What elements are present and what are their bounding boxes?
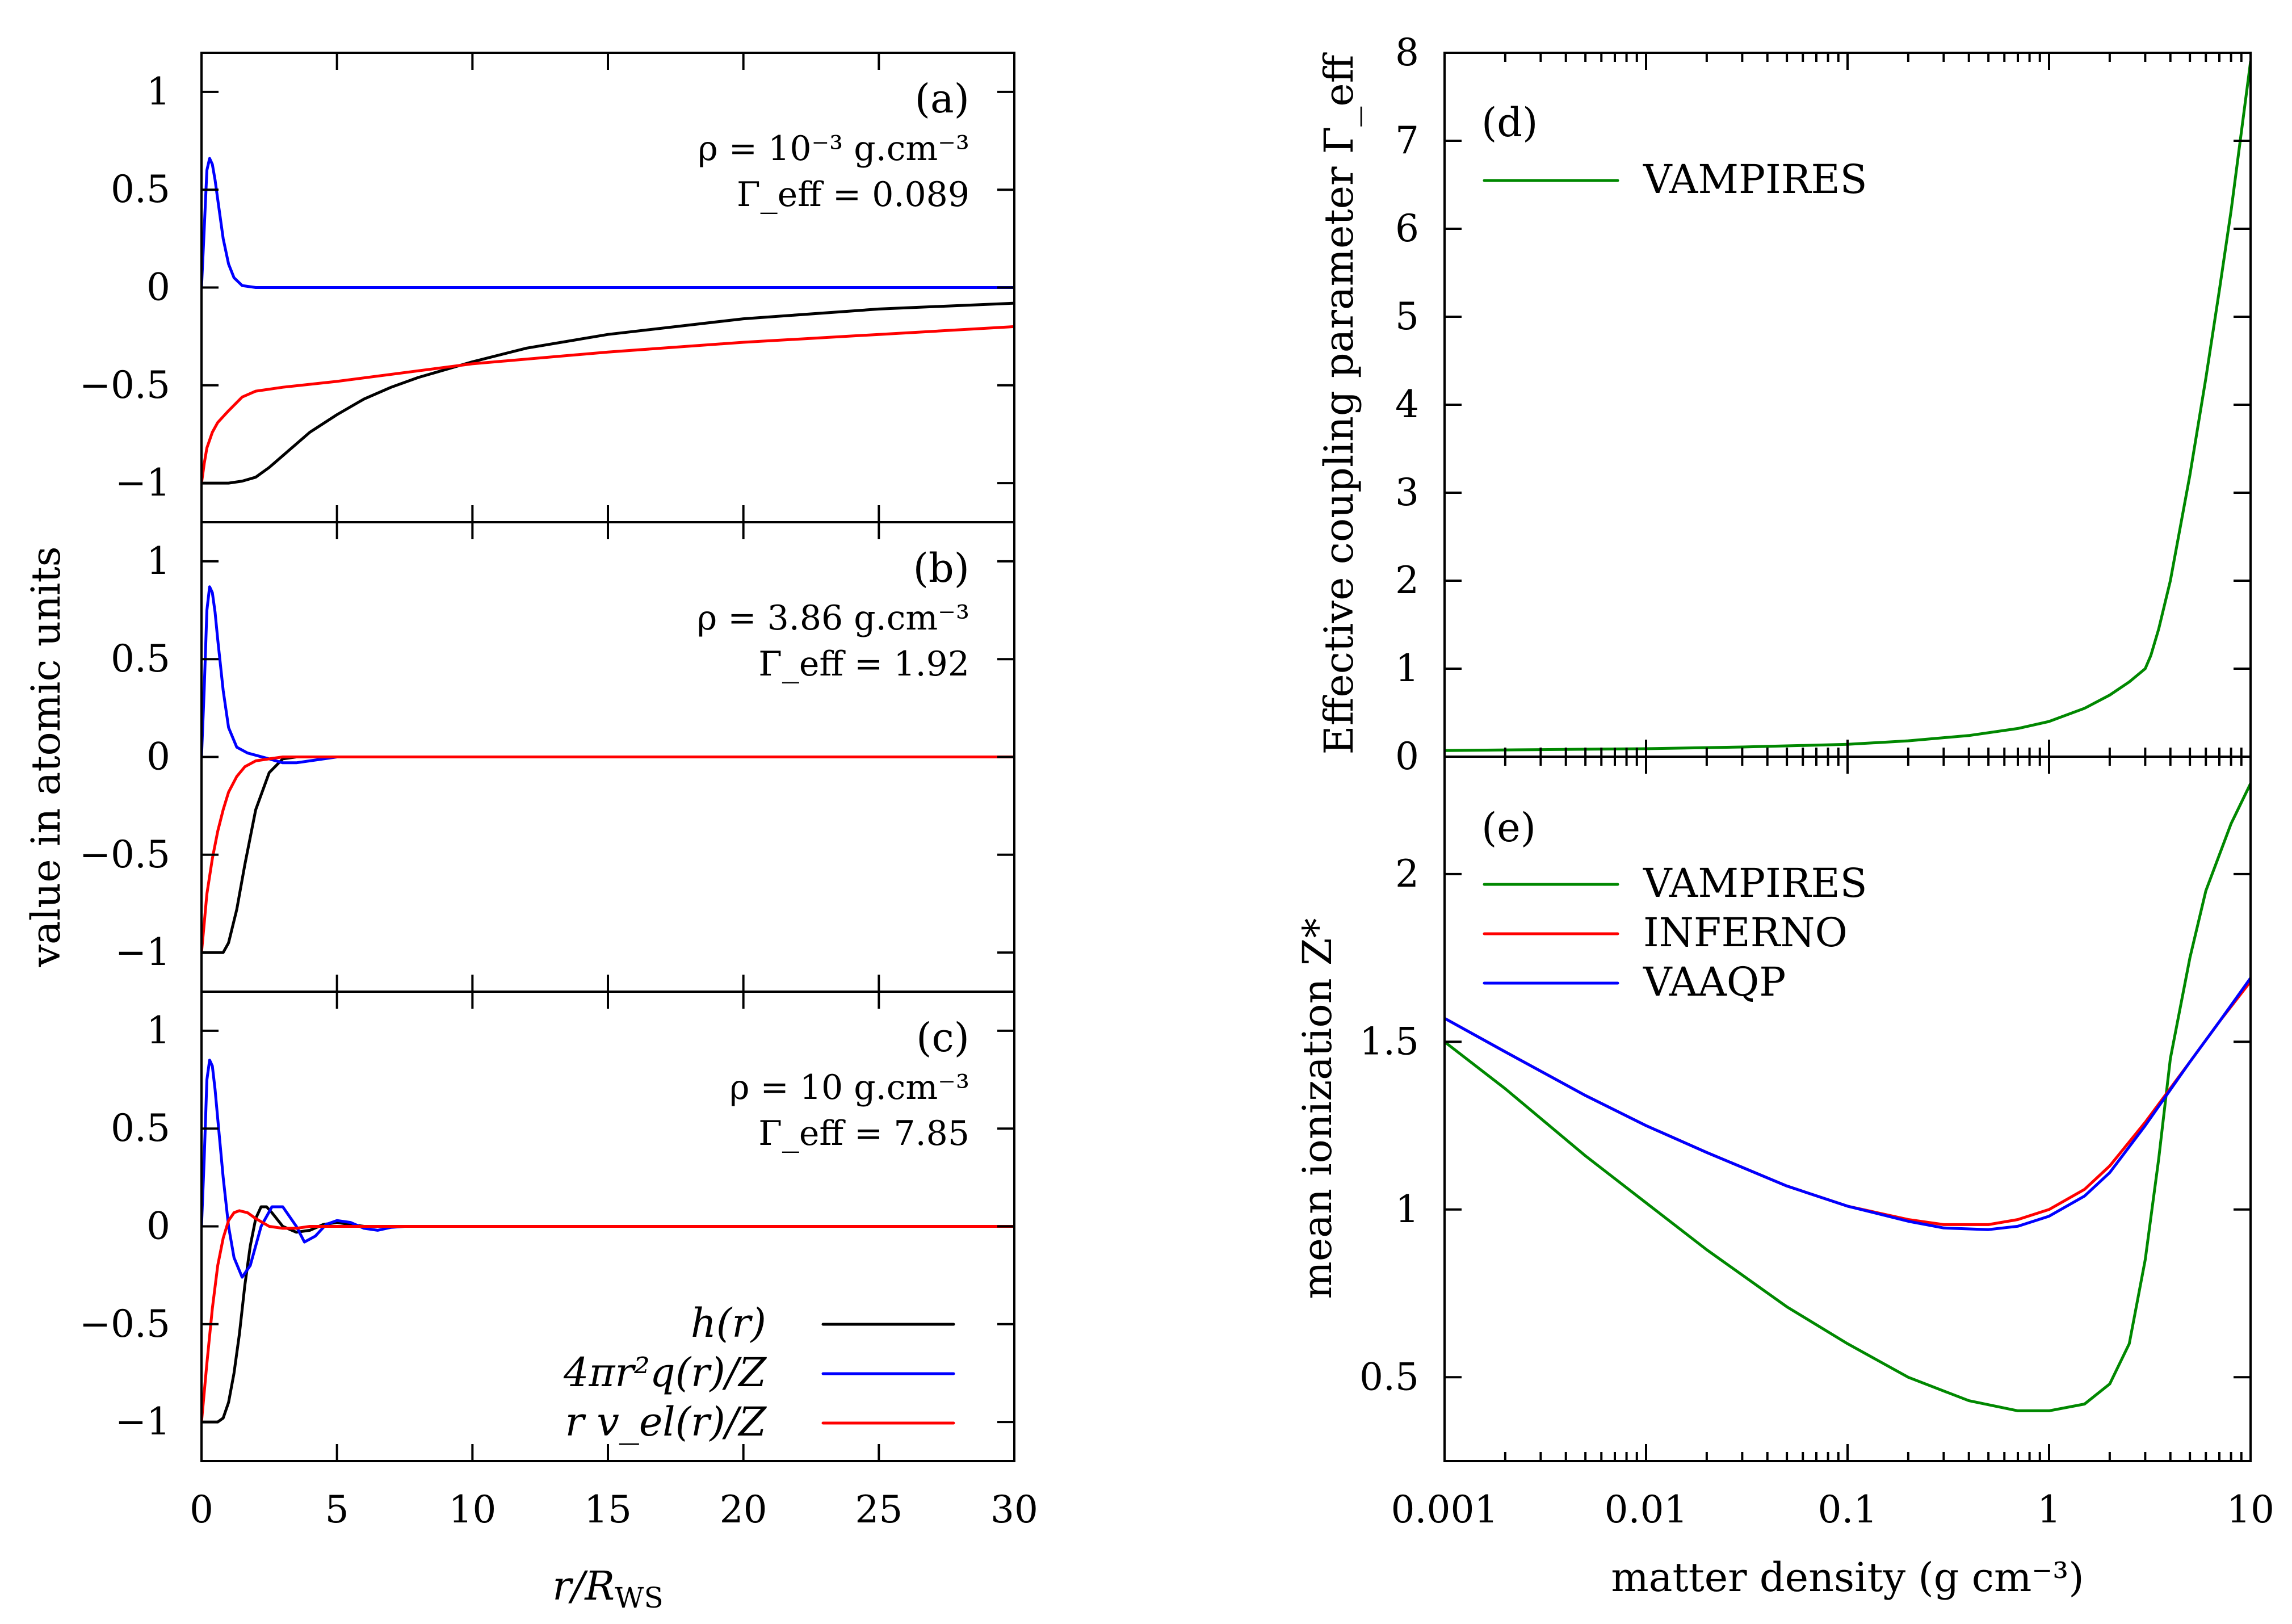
legend-h-label: h(r) [691, 1300, 766, 1346]
panel-e-series-vampires [1445, 782, 2251, 1412]
left-x-axis-title-main: r/R [552, 1563, 615, 1609]
panel-a-y-tick-label: 1 [146, 70, 170, 114]
panel-c-y-tick-label: 0.5 [111, 1106, 170, 1150]
panel-d-y-tick-label: 5 [1395, 295, 1419, 338]
panel-b-series-4-r-q-r-z [202, 585, 1014, 765]
right-x-tick-label: 0.01 [1605, 1488, 1688, 1531]
panel-b-y-tick-label: −1 [115, 930, 170, 974]
panel-b-density: ρ = 3.86 g.cm⁻³ [697, 598, 969, 638]
left-x-axis-title-sub: WS [615, 1581, 664, 1614]
panel-d-y-tick-label: 0 [1395, 735, 1419, 778]
left-x-tick-label: 25 [855, 1488, 902, 1531]
panel-a-y-tick-label: −0.5 [79, 363, 170, 407]
panel-d-y-tick-label: 4 [1395, 383, 1419, 426]
panel-c-density: ρ = 10 g.cm⁻³ [729, 1068, 969, 1107]
panel-d-letter: (d) [1481, 99, 1538, 146]
right-x-tick-label: 1 [2037, 1488, 2061, 1531]
left-legend: h(r) 4πr²q(r)/Z r v_el(r)/Z [563, 1300, 955, 1445]
panel-b-letter: (b) [913, 545, 969, 591]
panel-d-y-tick-label: 1 [1395, 647, 1419, 690]
panel-e-legend-inferno-label: INFERNO [1643, 909, 1848, 956]
panel-c-series-r-v-el-r-z [202, 1209, 1014, 1424]
right-x-tick-label: 0.1 [1818, 1488, 1878, 1531]
panel-d-y-tick-label: 3 [1395, 471, 1419, 514]
plot-layer [202, 60, 2251, 1424]
legend-q-label: 4πr²q(r)/Z [563, 1349, 767, 1396]
panel-d-y-tick-label: 6 [1395, 207, 1419, 250]
panel-c-y-tick-label: −0.5 [79, 1302, 170, 1346]
left-y-axis-title: value in atomic units [23, 547, 69, 968]
panel-a-density: ρ = 10⁻³ g.cm⁻³ [698, 129, 969, 169]
panel-e-letter: (e) [1481, 804, 1536, 851]
left-x-tick-label: 5 [325, 1488, 349, 1531]
panel-a-y-tick-label: −1 [115, 461, 170, 505]
right-x-axis-title: matter density (g cm⁻³) [1611, 1554, 2084, 1601]
left-x-tick-label: 20 [720, 1488, 767, 1531]
panel-b-y-tick-label: 0.5 [111, 637, 170, 681]
panel-d-legend-vampires-label: VAMPIRES [1643, 156, 1867, 203]
panel-a-y-tick-label: 0 [146, 266, 170, 309]
panel-d-y-axis-title: Effective coupling parameter Γ_eff [1316, 52, 1362, 754]
panel-a-y-tick-label: 0.5 [111, 167, 170, 211]
left-x-axis-title: r/RWS [552, 1563, 663, 1614]
panel-e-legend-vaaqp-label: VAAQP [1643, 959, 1786, 1005]
panel-a-series-4-r-q-r-z [202, 157, 1014, 289]
panel-b-gamma: Γ_eff = 1.92 [758, 644, 969, 684]
tick-layer: 10.50−0.5−110.50−0.5−110.50−0.5−10 5 10 15 2… [79, 31, 2274, 1531]
left-x-tick-label: 10 [448, 1488, 496, 1531]
panel-c-y-tick-label: 1 [146, 1009, 170, 1052]
panel-e-y-tick-label: 1 [1395, 1187, 1419, 1231]
panel-d-y-tick-label: 2 [1395, 559, 1419, 602]
panel-e-series-vaaqp [1445, 976, 2251, 1231]
panel-e-y-tick-label: 1.5 [1359, 1019, 1419, 1063]
legend-v-label: r v_el(r)/Z [565, 1399, 767, 1445]
left-x-tick-label: 0 [190, 1488, 213, 1531]
panel-b-y-tick-label: 0 [146, 735, 170, 779]
left-x-tick-label: 30 [990, 1488, 1038, 1531]
panel-b-series-r-v-el-r-z [202, 756, 1014, 954]
panel-e-series-inferno [1445, 980, 2251, 1226]
panel-b-y-tick-label: 1 [146, 539, 170, 583]
panel-e-y-axis-title: mean ionization Z* [1294, 918, 1341, 1299]
right-x-tick-label: 10 [2227, 1488, 2274, 1531]
panel-d-y-tick-label: 7 [1395, 119, 1419, 162]
panel-e-y-tick-label: 2 [1395, 852, 1419, 896]
panel-a-series-r-v-el-r-z [202, 325, 1014, 485]
panel-a-series-h-r [202, 301, 1014, 485]
panel-b-series-h-r [202, 756, 1014, 954]
panel-a-letter: (a) [915, 75, 969, 122]
panel-d-series-vampires [1445, 60, 2251, 752]
left-x-tick-label: 15 [584, 1488, 632, 1531]
panel-c-y-tick-label: 0 [146, 1205, 170, 1248]
panel-b-y-tick-label: −0.5 [79, 833, 170, 876]
panel-a-gamma: Γ_eff = 0.089 [737, 175, 969, 215]
panel-e-legend-vampires-label: VAMPIRES [1643, 860, 1867, 907]
panel-d-y-tick-label: 8 [1395, 31, 1419, 74]
panel-c-gamma: Γ_eff = 7.85 [758, 1114, 969, 1153]
panel-c-y-tick-label: −1 [115, 1400, 170, 1443]
panel-c-letter: (c) [916, 1014, 969, 1061]
right-x-tick-label: 0.001 [1391, 1488, 1498, 1531]
panel-e-y-tick-label: 0.5 [1359, 1355, 1419, 1399]
